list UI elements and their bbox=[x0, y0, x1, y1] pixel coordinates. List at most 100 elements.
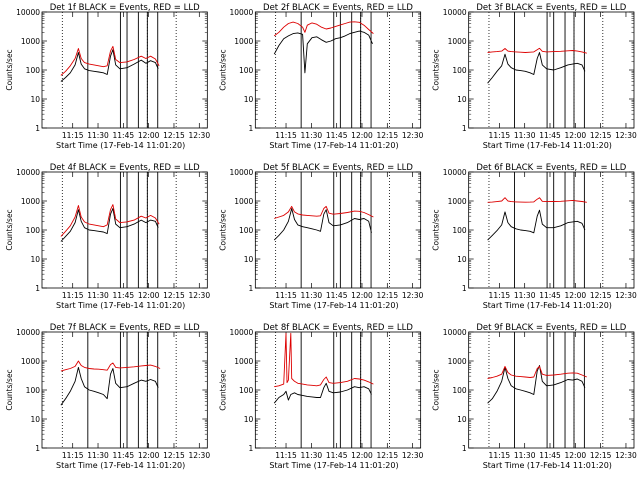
events-series-line bbox=[60, 366, 159, 406]
x-tick-label: 11:30 bbox=[87, 131, 109, 140]
x-axis-label: Start Time (17-Feb-14 11:01:20) bbox=[269, 461, 398, 470]
y-tick-label: 10000 bbox=[229, 328, 253, 337]
x-tick-label: 12:00 bbox=[565, 451, 587, 460]
y-tick-label: 100 bbox=[26, 386, 41, 395]
y-tick-label: 1 bbox=[35, 124, 40, 133]
x-tick-label: 12:00 bbox=[351, 131, 373, 140]
y-tick-label: 10 bbox=[244, 95, 254, 104]
x-tick-label: 12:15 bbox=[376, 131, 398, 140]
events-series-line bbox=[273, 30, 373, 74]
y-tick-label: 10000 bbox=[16, 328, 40, 337]
x-tick-label: 12:30 bbox=[402, 291, 424, 300]
x-tick-label: 11:15 bbox=[489, 131, 511, 140]
detector-panel: Det 5f BLACK = Events, RED = LLD 1 10 100 10… bbox=[218, 163, 423, 310]
x-tick-label: 12:00 bbox=[565, 291, 587, 300]
x-tick-label: 11:45 bbox=[326, 131, 348, 140]
events-series-line bbox=[487, 52, 586, 84]
y-tick-label: 100 bbox=[26, 66, 41, 75]
x-tick-label: 11:45 bbox=[539, 291, 561, 300]
x-axis-label: Start Time (17-Feb-14 11:01:20) bbox=[483, 141, 612, 150]
x-tick-label: 11:45 bbox=[539, 451, 561, 460]
events-series-line bbox=[60, 49, 159, 82]
y-tick-label: 10000 bbox=[443, 328, 467, 337]
x-axis-label: Start Time (17-Feb-14 11:01:20) bbox=[56, 141, 185, 150]
detector-panel: Det 3f BLACK = Events, RED = LLD 1 10 100 10… bbox=[432, 3, 637, 150]
y-tick-label: 1 bbox=[249, 284, 254, 293]
y-tick-label: 1000 bbox=[448, 197, 467, 206]
plot-frame bbox=[254, 11, 422, 129]
y-tick-label: 1000 bbox=[21, 37, 40, 46]
y-tick-label: 1 bbox=[462, 284, 467, 293]
x-tick-label: 12:15 bbox=[163, 131, 185, 140]
x-tick-label: 11:30 bbox=[87, 451, 109, 460]
x-tick-label: 12:15 bbox=[376, 291, 398, 300]
x-tick-label: 12:15 bbox=[163, 451, 185, 460]
y-tick-label: 1000 bbox=[448, 37, 467, 46]
panel-title: Det 1f BLACK = Events, RED = LLD bbox=[50, 3, 200, 13]
x-tick-label: 11:15 bbox=[489, 291, 511, 300]
x-axis-label: Start Time (17-Feb-14 11:01:20) bbox=[483, 301, 612, 310]
lld-series-line bbox=[60, 204, 160, 237]
x-tick-label: 11:45 bbox=[113, 451, 135, 460]
events-series-line bbox=[487, 365, 586, 404]
y-axis-label: Counts/sec bbox=[218, 49, 227, 90]
x-tick-label: 12:30 bbox=[615, 131, 637, 140]
lld-series-line bbox=[60, 360, 161, 372]
detector-panel: Det 9f BLACK = Events, RED = LLD 1 10 100 10… bbox=[432, 323, 637, 470]
x-tick-label: 12:15 bbox=[163, 291, 185, 300]
x-tick-label: 11:45 bbox=[326, 291, 348, 300]
x-tick-label: 11:15 bbox=[489, 451, 511, 460]
lld-series-line bbox=[274, 205, 374, 219]
plot-frame bbox=[468, 331, 635, 449]
detector-panel: Det 8f BLACK = Events, RED = LLD 1 10 100 10… bbox=[218, 323, 423, 470]
x-tick-label: 11:30 bbox=[301, 131, 323, 140]
detector-panel: Det 4f BLACK = Events, RED = LLD 1 10 100 10… bbox=[5, 163, 210, 310]
x-tick-label: 12:15 bbox=[590, 451, 612, 460]
y-tick-label: 10000 bbox=[229, 168, 253, 177]
y-tick-label: 10 bbox=[457, 255, 467, 264]
x-tick-label: 12:30 bbox=[402, 451, 424, 460]
events-series-line bbox=[273, 382, 372, 404]
y-tick-label: 100 bbox=[239, 226, 254, 235]
x-tick-label: 11:15 bbox=[275, 291, 297, 300]
panel-title: Det 2f BLACK = Events, RED = LLD bbox=[263, 3, 413, 13]
x-axis-label: Start Time (17-Feb-14 11:01:20) bbox=[56, 461, 185, 470]
y-tick-label: 1 bbox=[249, 124, 254, 133]
x-tick-label: 11:30 bbox=[514, 451, 536, 460]
y-tick-label: 10 bbox=[30, 95, 40, 104]
panel-title: Det 9f BLACK = Events, RED = LLD bbox=[476, 323, 626, 333]
y-axis-label: Counts/sec bbox=[5, 369, 14, 410]
x-axis-label: Start Time (17-Feb-14 11:01:20) bbox=[269, 141, 398, 150]
detector-panel: Det 7f BLACK = Events, RED = LLD 1 10 100 10… bbox=[5, 323, 210, 470]
plot-frame bbox=[254, 171, 422, 289]
y-tick-label: 1000 bbox=[234, 357, 253, 366]
y-tick-label: 100 bbox=[452, 66, 467, 75]
x-tick-label: 11:15 bbox=[62, 131, 84, 140]
x-tick-label: 11:15 bbox=[275, 131, 297, 140]
events-series-line bbox=[60, 208, 159, 242]
x-axis-label: Start Time (17-Feb-14 11:01:20) bbox=[269, 301, 398, 310]
x-tick-label: 12:30 bbox=[188, 131, 210, 140]
y-tick-label: 100 bbox=[239, 66, 254, 75]
x-tick-label: 11:45 bbox=[113, 131, 135, 140]
y-tick-label: 10000 bbox=[16, 168, 40, 177]
x-tick-label: 11:30 bbox=[514, 131, 536, 140]
x-tick-label: 12:00 bbox=[351, 451, 373, 460]
y-tick-label: 1000 bbox=[234, 197, 253, 206]
lld-series-line bbox=[487, 197, 587, 203]
x-tick-label: 12:00 bbox=[138, 131, 160, 140]
x-tick-label: 12:00 bbox=[138, 291, 160, 300]
y-tick-label: 10 bbox=[30, 415, 40, 424]
x-tick-label: 11:30 bbox=[301, 291, 323, 300]
x-tick-label: 12:15 bbox=[590, 131, 612, 140]
y-tick-label: 1 bbox=[462, 124, 467, 133]
x-tick-label: 11:15 bbox=[62, 291, 84, 300]
events-series-line bbox=[273, 208, 372, 241]
y-tick-label: 1000 bbox=[21, 357, 40, 366]
y-tick-label: 10 bbox=[457, 95, 467, 104]
y-axis-label: Counts/sec bbox=[432, 209, 441, 250]
x-tick-label: 12:30 bbox=[615, 291, 637, 300]
events-series-line bbox=[487, 209, 586, 241]
y-tick-label: 10 bbox=[457, 415, 467, 424]
y-tick-label: 10000 bbox=[16, 8, 40, 17]
